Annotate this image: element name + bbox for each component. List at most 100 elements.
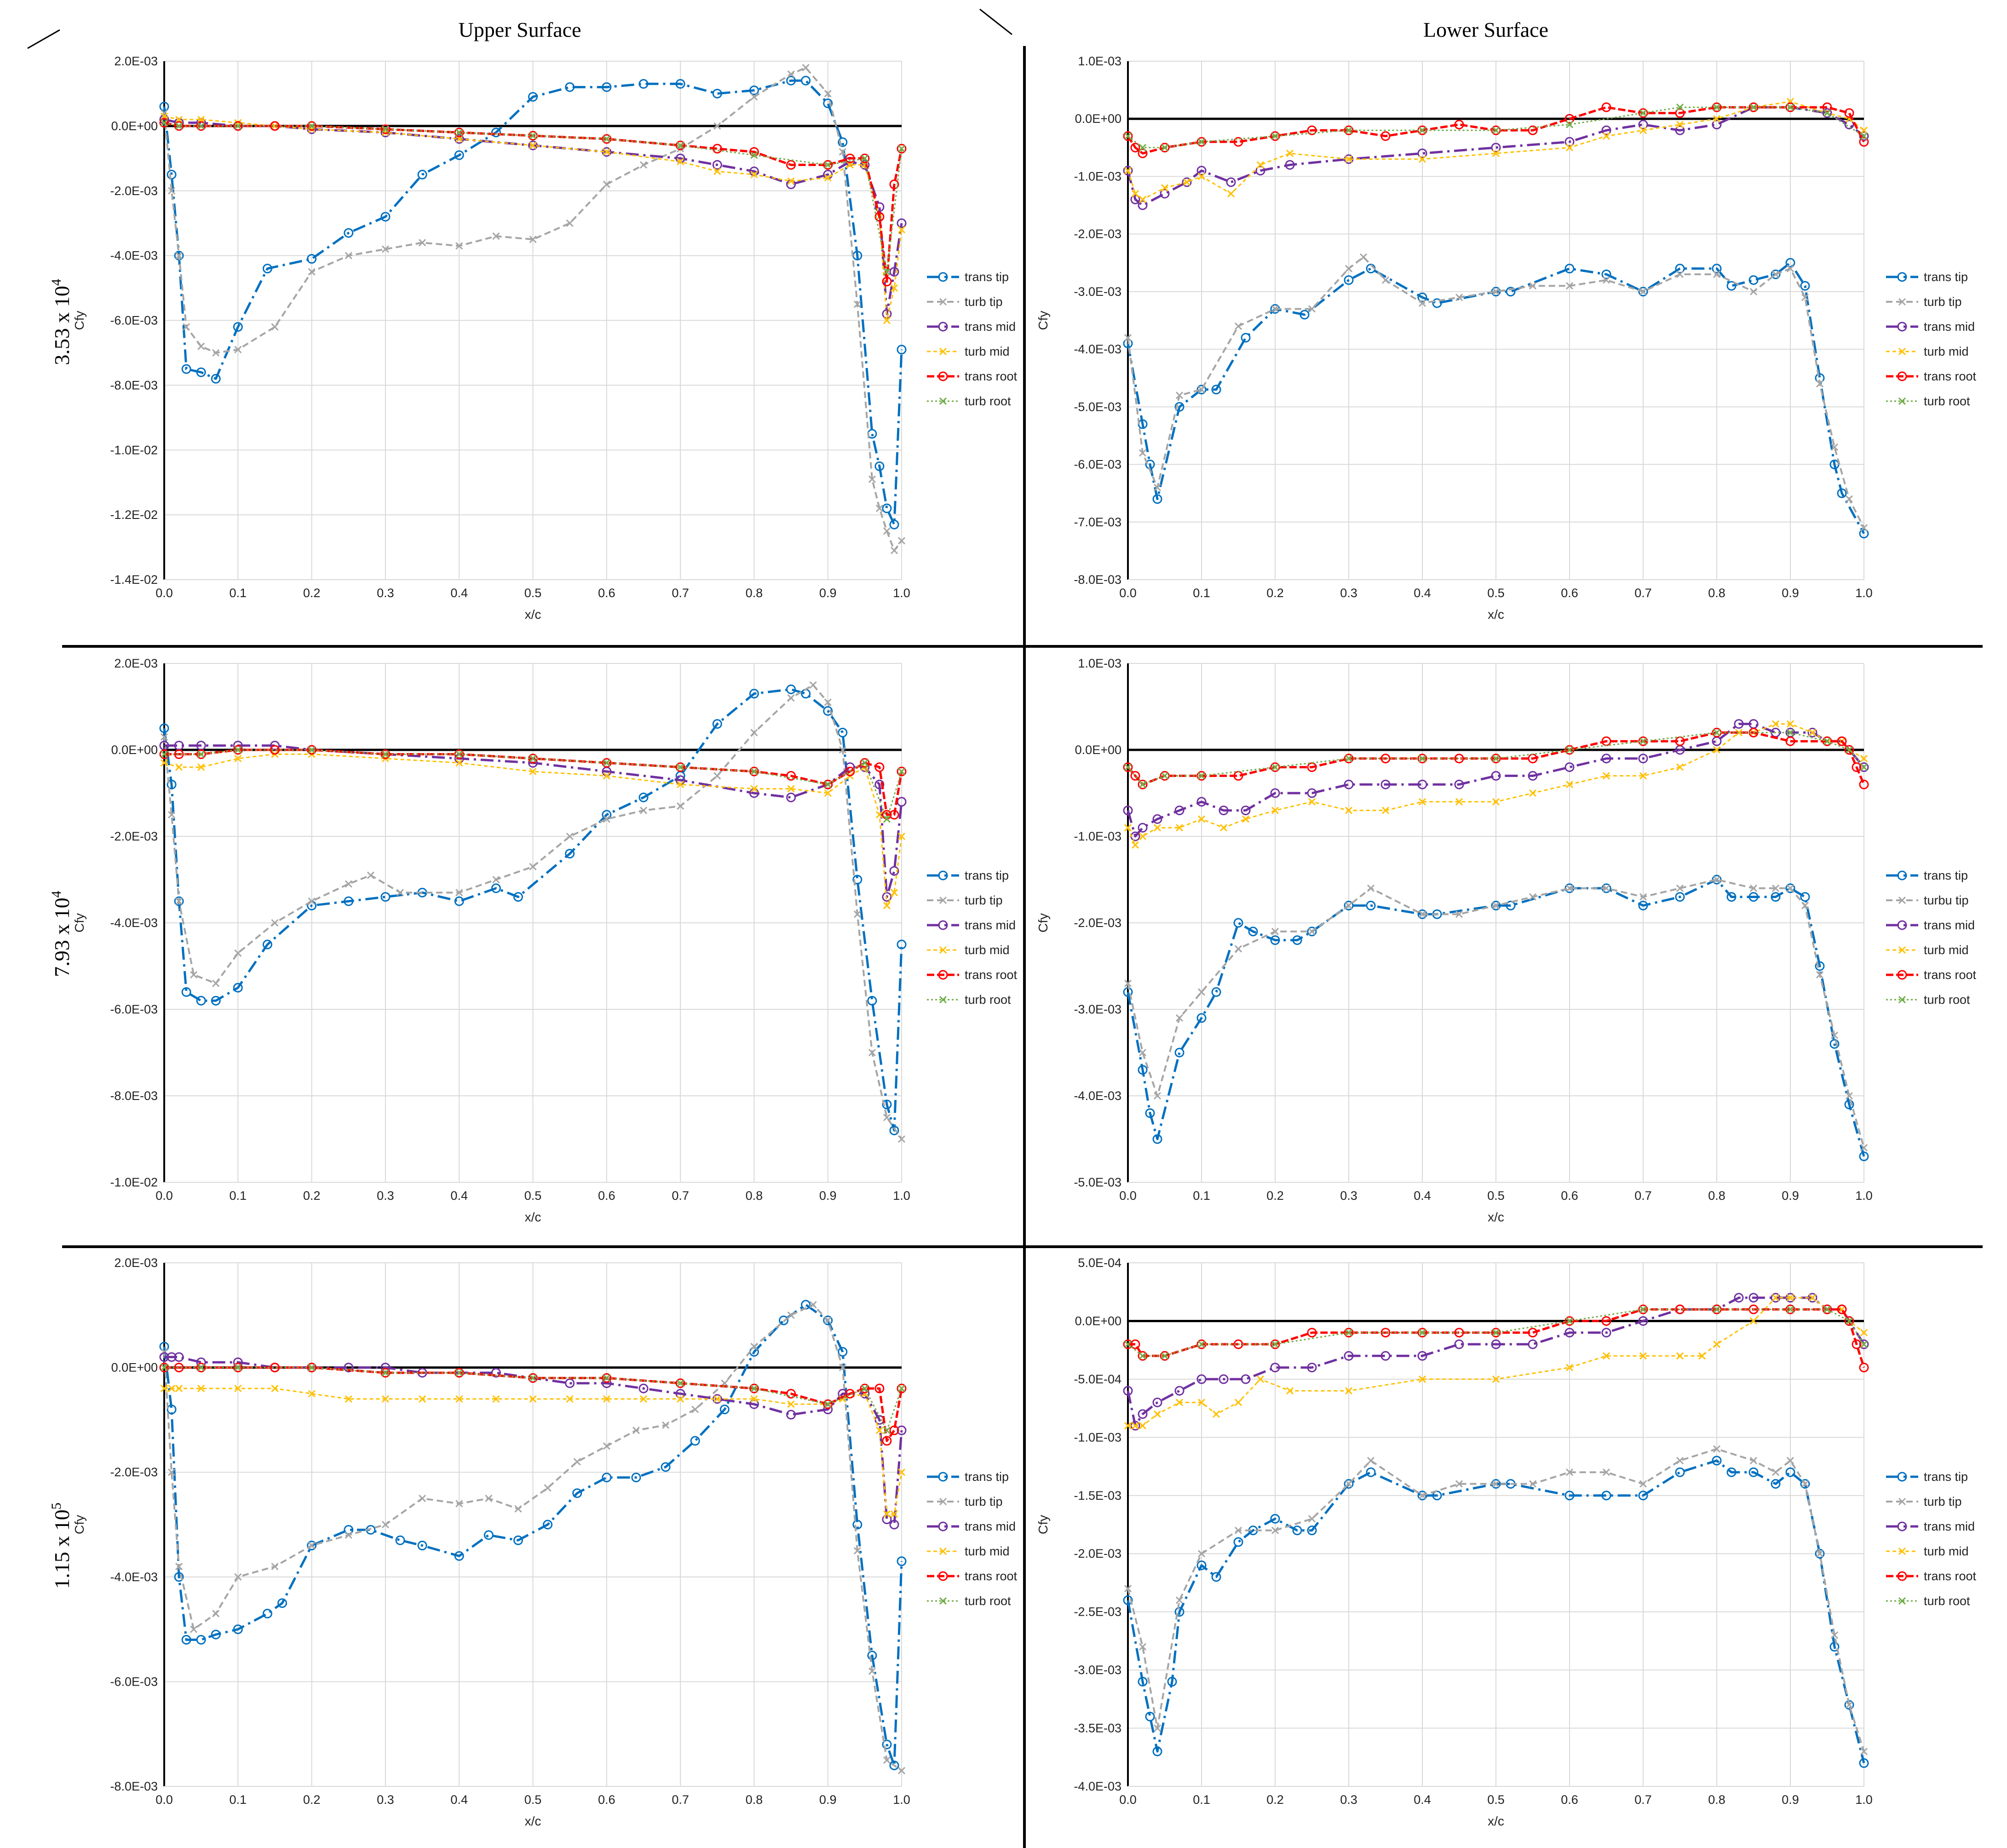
data-point-turbu-tip: [1197, 988, 1206, 996]
data-point-turb-root: [1749, 104, 1758, 111]
data-point-turb-tip: [1816, 380, 1824, 388]
data-point-turb-root: [603, 1374, 610, 1382]
data-point-turb-mid: [1418, 155, 1426, 163]
data-point-turb-tip: [271, 919, 279, 927]
data-point-trans-root: [874, 1383, 885, 1393]
y-tick-label: -1.0E-02: [110, 1175, 158, 1189]
data-point-turb-tip: [824, 1317, 832, 1324]
data-point-turb-tip: [824, 90, 832, 98]
data-point-trans-root: [174, 121, 184, 131]
y-tick-label: -1.0E-02: [110, 443, 158, 457]
data-point-trans-tip: [159, 1341, 169, 1352]
data-point-turb-tip: [1860, 524, 1868, 532]
data-point-trans-tip: [1152, 1746, 1162, 1756]
data-point-trans-root: [889, 810, 899, 820]
data-point-trans-tip: [454, 896, 464, 906]
data-point-turb-tip: [418, 1495, 426, 1503]
row-label-1: 3.53 x 104: [49, 279, 74, 365]
data-point-turb-mid: [529, 767, 537, 776]
data-point-trans-root: [675, 1378, 685, 1388]
data-point-turbu-tip: [1801, 902, 1809, 910]
row-label-2-exp: 4: [49, 891, 64, 898]
data-point-trans-mid: [1417, 148, 1427, 158]
data-point-trans-tip: [307, 254, 317, 264]
data-point-turb-mid: [824, 174, 832, 182]
data-point-trans-root: [1454, 120, 1464, 130]
data-point-trans-tip: [181, 1635, 191, 1645]
data-point-trans-mid: [1196, 797, 1207, 807]
data-point-trans-mid: [1859, 1339, 1869, 1349]
data-point-trans-root: [1138, 148, 1148, 158]
legend-marker-trans-mid: [1897, 322, 1907, 332]
data-point-turb-mid: [1713, 746, 1721, 754]
data-point-turb-tip: [514, 1505, 522, 1513]
data-point-turb-tip: [381, 1520, 389, 1529]
x-tick-label: 0.3: [377, 1793, 394, 1807]
data-point-trans-tip: [1138, 1676, 1148, 1687]
data-point-turb-mid: [1308, 798, 1316, 806]
data-point-turb-root: [1860, 132, 1868, 140]
data-point-trans-root: [897, 144, 907, 154]
data-point-trans-tip: [1344, 1479, 1354, 1489]
data-point-turb-root: [1676, 104, 1684, 111]
data-point-trans-root: [196, 749, 206, 759]
data-point-turb-tip: [897, 537, 906, 545]
series-line-turb-mid: [164, 753, 903, 906]
data-point-turb-root: [824, 161, 832, 169]
data-point-turb-tip: [492, 875, 500, 884]
data-point-trans-tip: [417, 1541, 427, 1551]
data-point-trans-tip: [262, 939, 272, 950]
data-point-turb-mid: [1455, 798, 1463, 806]
x-tick-label: 0.8: [746, 1793, 763, 1807]
y-tick-label: 0.0E+00: [1075, 743, 1121, 757]
data-point-trans-root: [860, 1383, 870, 1393]
data-point-turb-mid: [160, 759, 168, 767]
y-tick-label: 0.0E+00: [111, 1361, 158, 1375]
legend-marker-turb-mid: [939, 946, 947, 954]
data-point-turbu-tip: [1830, 1031, 1839, 1039]
data-point-trans-tip: [1712, 1456, 1722, 1466]
y-tick-label: -4.0E-03: [110, 249, 158, 263]
data-point-trans-tip: [196, 1635, 206, 1645]
data-point-trans-root: [1130, 143, 1140, 153]
data-point-turb-mid: [308, 1390, 316, 1398]
data-point-trans-tip: [211, 1629, 221, 1640]
data-point-trans-mid: [1638, 1316, 1648, 1326]
legend-marker-trans-tip: [938, 870, 948, 881]
data-point-trans-tip: [1307, 1526, 1317, 1536]
x-tick-label: 0.9: [1782, 586, 1799, 600]
data-point-trans-root: [889, 179, 899, 190]
data-point-trans-mid: [1307, 788, 1317, 798]
data-point-turb-tip: [197, 342, 205, 350]
data-point-turb-tip: [308, 268, 316, 276]
corner-slash-left: [27, 29, 60, 49]
data-point-trans-tip: [1233, 1537, 1243, 1547]
x-tick-label: 0.5: [1487, 1189, 1505, 1203]
data-point-turb-root: [677, 763, 684, 771]
data-point-trans-tip: [867, 996, 877, 1006]
data-point-trans-tip: [1248, 927, 1258, 937]
data-point-trans-root: [1344, 125, 1354, 135]
data-point-turbu-tip: [1529, 893, 1537, 901]
data-point-turb-mid: [1131, 190, 1139, 198]
data-point-trans-tip: [749, 689, 759, 699]
data-point-turb-mid: [787, 785, 795, 793]
legend-marker-turb-root: [939, 397, 947, 405]
data-point-turb-tip: [1713, 1445, 1721, 1453]
data-point-turb-tip: [1639, 288, 1647, 295]
legend-marker-trans-tip: [1897, 870, 1907, 881]
data-point-turb-root: [529, 754, 537, 762]
data-point-turb-mid: [713, 1395, 721, 1403]
data-point-turb-mid: [1786, 720, 1794, 728]
data-point-turb-root: [1345, 127, 1353, 134]
data-point-turb-mid: [1808, 1294, 1817, 1301]
y-axis-label: Cfy: [1036, 1515, 1050, 1534]
data-point-trans-mid: [1564, 137, 1575, 147]
x-axis-label: x/c: [525, 1210, 541, 1224]
data-point-turb-root: [1713, 729, 1721, 737]
data-point-turb-root: [1271, 1340, 1279, 1348]
x-tick-label: 0.6: [1561, 1189, 1578, 1203]
data-point-trans-tip: [1174, 1607, 1185, 1617]
x-tick-label: 0.8: [746, 586, 763, 600]
data-point-turb-tip: [1418, 1491, 1426, 1499]
